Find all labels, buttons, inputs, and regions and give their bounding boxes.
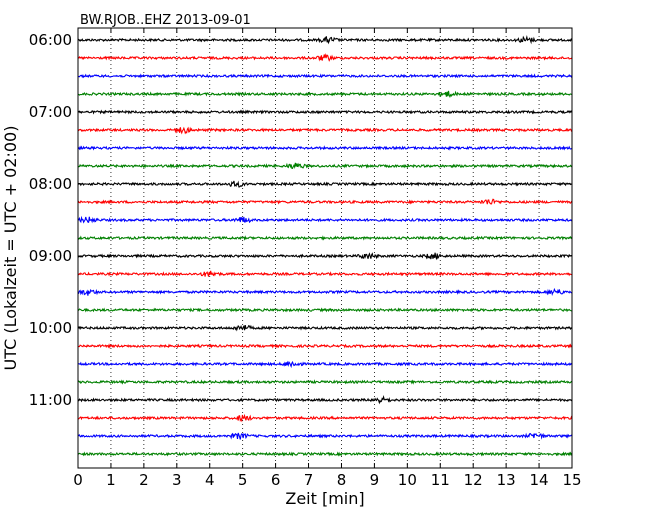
- trace-1145: [77, 451, 573, 457]
- trace-1000: [77, 324, 573, 332]
- trace-0845: [77, 235, 573, 241]
- x-tick-label-11: 11: [431, 471, 450, 489]
- trace-0945: [78, 307, 573, 313]
- x-tick-label-10: 10: [398, 471, 417, 489]
- trace-1045: [77, 379, 573, 385]
- trace-1115: [77, 413, 573, 423]
- trace-0600: [77, 35, 573, 45]
- x-tick-label-9: 9: [370, 471, 380, 489]
- x-tick-label-1: 1: [106, 471, 116, 489]
- trace-0715: [77, 126, 573, 135]
- x-tick-label-6: 6: [271, 471, 281, 489]
- x-tick-label-0: 0: [73, 471, 83, 489]
- y-tick-label-5: 11:00: [29, 391, 72, 409]
- y-tick-label-4: 10:00: [29, 319, 72, 337]
- x-tick-label-4: 4: [205, 471, 215, 489]
- x-tick-label-12: 12: [464, 471, 483, 489]
- trace-0815: [77, 198, 573, 205]
- trace-0915: [77, 270, 573, 277]
- y-axis: 06:00 07:00 08:00 09:00 10:00 11:00: [29, 31, 572, 409]
- y-axis-label: UTC (Lokalzeit = UTC + 02:00): [1, 126, 20, 371]
- chart-title: BW.RJOB..EHZ 2013-09-01: [80, 13, 251, 28]
- x-tick-label-2: 2: [139, 471, 149, 489]
- x-tick-label-7: 7: [304, 471, 314, 489]
- grid: [110, 28, 540, 468]
- trace-1100: [77, 395, 573, 405]
- x-tick-label-8: 8: [337, 471, 347, 489]
- trace-0730: [77, 145, 573, 151]
- x-tick-label-14: 14: [530, 471, 549, 489]
- trace-1015: [77, 343, 573, 349]
- x-tick-label-15: 15: [562, 471, 581, 489]
- trace-1030: [77, 360, 573, 369]
- trace-0745: [77, 162, 573, 170]
- trace-0700: [77, 109, 573, 115]
- x-tick-label-3: 3: [172, 471, 182, 489]
- x-axis: 0 1 2 3 4 5 6 7 8 9 10 11 12 13 14 15: [73, 28, 582, 489]
- y-tick-label-0: 06:00: [29, 31, 72, 49]
- y-tick-label-2: 08:00: [29, 175, 72, 193]
- trace-0630: [77, 73, 573, 79]
- y-tick-label-1: 07:00: [29, 103, 72, 121]
- trace-group: [77, 35, 573, 457]
- trace-0900: [77, 252, 573, 261]
- x-tick-label-13: 13: [497, 471, 516, 489]
- trace-0930: [77, 287, 573, 296]
- y-tick-label-3: 09:00: [29, 247, 72, 265]
- trace-0615: [77, 53, 573, 62]
- trace-1130: [77, 432, 573, 440]
- trace-0645: [77, 90, 573, 99]
- x-axis-label: Zeit [min]: [285, 489, 364, 508]
- plot-area-frame: [77, 27, 573, 469]
- trace-0800: [77, 180, 573, 188]
- x-tick-label-5: 5: [238, 471, 248, 489]
- trace-0830: [77, 215, 573, 224]
